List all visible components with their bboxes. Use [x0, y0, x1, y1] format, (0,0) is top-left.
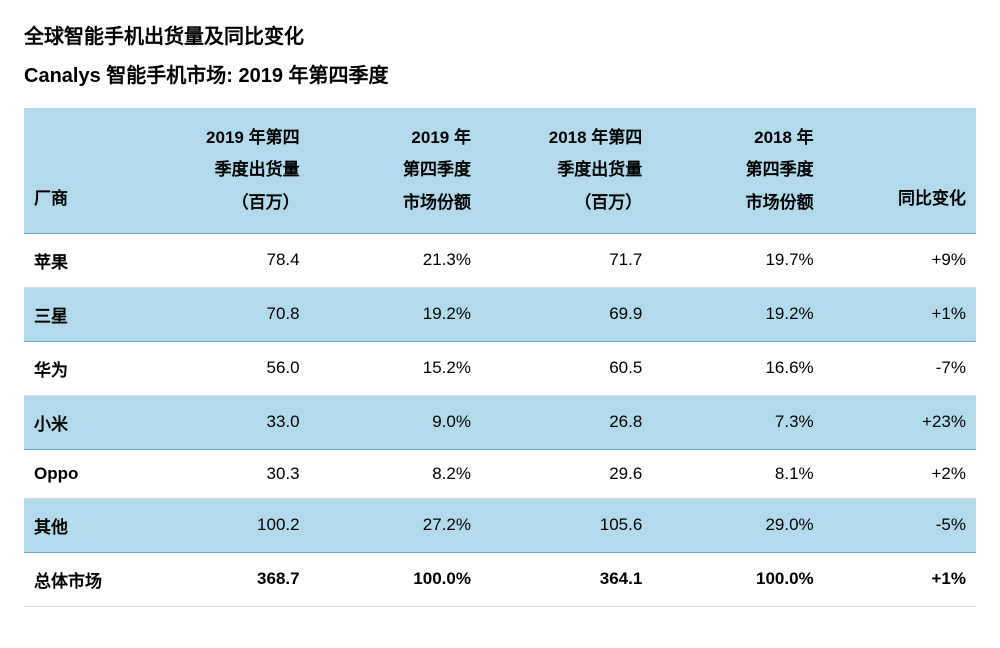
- cell-value: 56.0: [138, 341, 309, 395]
- cell-value: 26.8: [481, 395, 652, 449]
- col-vendor: 厂商: [24, 108, 138, 233]
- cell-vendor: Oppo: [24, 449, 138, 498]
- cell-vendor: 华为: [24, 341, 138, 395]
- cell-value: 69.9: [481, 287, 652, 341]
- cell-value: 71.7: [481, 233, 652, 287]
- cell-value: +1%: [824, 287, 976, 341]
- cell-value: 100.2: [138, 498, 309, 552]
- cell-value: 19.2%: [652, 287, 823, 341]
- cell-value: 15.2%: [310, 341, 481, 395]
- shipment-table: 厂商 2019 年第四 季度出货量 （百万） 2019 年 第四季度 市场份额 …: [24, 108, 976, 607]
- cell-value: 8.2%: [310, 449, 481, 498]
- table-body: 苹果 78.4 21.3% 71.7 19.7% +9% 三星 70.8 19.…: [24, 233, 976, 606]
- col-ship-2018q4: 2018 年第四 季度出货量 （百万）: [481, 108, 652, 233]
- cell-value: 100.0%: [652, 552, 823, 606]
- cell-value: +2%: [824, 449, 976, 498]
- cell-value: 78.4: [138, 233, 309, 287]
- cell-value: -7%: [824, 341, 976, 395]
- cell-value: +1%: [824, 552, 976, 606]
- cell-value: 29.6: [481, 449, 652, 498]
- cell-value: 29.0%: [652, 498, 823, 552]
- page-title: 全球智能手机出货量及同比变化: [24, 20, 976, 49]
- cell-value: 70.8: [138, 287, 309, 341]
- table-row: 其他 100.2 27.2% 105.6 29.0% -5%: [24, 498, 976, 552]
- col-yoy: 同比变化: [824, 108, 976, 233]
- cell-value: +23%: [824, 395, 976, 449]
- cell-value: 364.1: [481, 552, 652, 606]
- cell-value: 19.2%: [310, 287, 481, 341]
- cell-value: 21.3%: [310, 233, 481, 287]
- cell-value: 105.6: [481, 498, 652, 552]
- cell-value: 30.3: [138, 449, 309, 498]
- cell-value: 19.7%: [652, 233, 823, 287]
- cell-vendor: 小米: [24, 395, 138, 449]
- cell-value: +9%: [824, 233, 976, 287]
- table-row: 三星 70.8 19.2% 69.9 19.2% +1%: [24, 287, 976, 341]
- cell-value: 8.1%: [652, 449, 823, 498]
- col-ship-2019q4: 2019 年第四 季度出货量 （百万）: [138, 108, 309, 233]
- table-row: 华为 56.0 15.2% 60.5 16.6% -7%: [24, 341, 976, 395]
- table-row: 小米 33.0 9.0% 26.8 7.3% +23%: [24, 395, 976, 449]
- page-subtitle: Canalys 智能手机市场: 2019 年第四季度: [24, 59, 976, 88]
- cell-value: 368.7: [138, 552, 309, 606]
- cell-vendor: 苹果: [24, 233, 138, 287]
- cell-value: 60.5: [481, 341, 652, 395]
- cell-value: 27.2%: [310, 498, 481, 552]
- cell-value: 16.6%: [652, 341, 823, 395]
- table-row: 苹果 78.4 21.3% 71.7 19.7% +9%: [24, 233, 976, 287]
- table-row-total: 总体市场 368.7 100.0% 364.1 100.0% +1%: [24, 552, 976, 606]
- cell-value: -5%: [824, 498, 976, 552]
- cell-vendor: 总体市场: [24, 552, 138, 606]
- cell-value: 100.0%: [310, 552, 481, 606]
- col-share-2018q4: 2018 年 第四季度 市场份额: [652, 108, 823, 233]
- cell-vendor: 其他: [24, 498, 138, 552]
- table-row: Oppo 30.3 8.2% 29.6 8.1% +2%: [24, 449, 976, 498]
- cell-vendor: 三星: [24, 287, 138, 341]
- cell-value: 7.3%: [652, 395, 823, 449]
- col-share-2019q4: 2019 年 第四季度 市场份额: [310, 108, 481, 233]
- cell-value: 33.0: [138, 395, 309, 449]
- cell-value: 9.0%: [310, 395, 481, 449]
- table-header: 厂商 2019 年第四 季度出货量 （百万） 2019 年 第四季度 市场份额 …: [24, 108, 976, 233]
